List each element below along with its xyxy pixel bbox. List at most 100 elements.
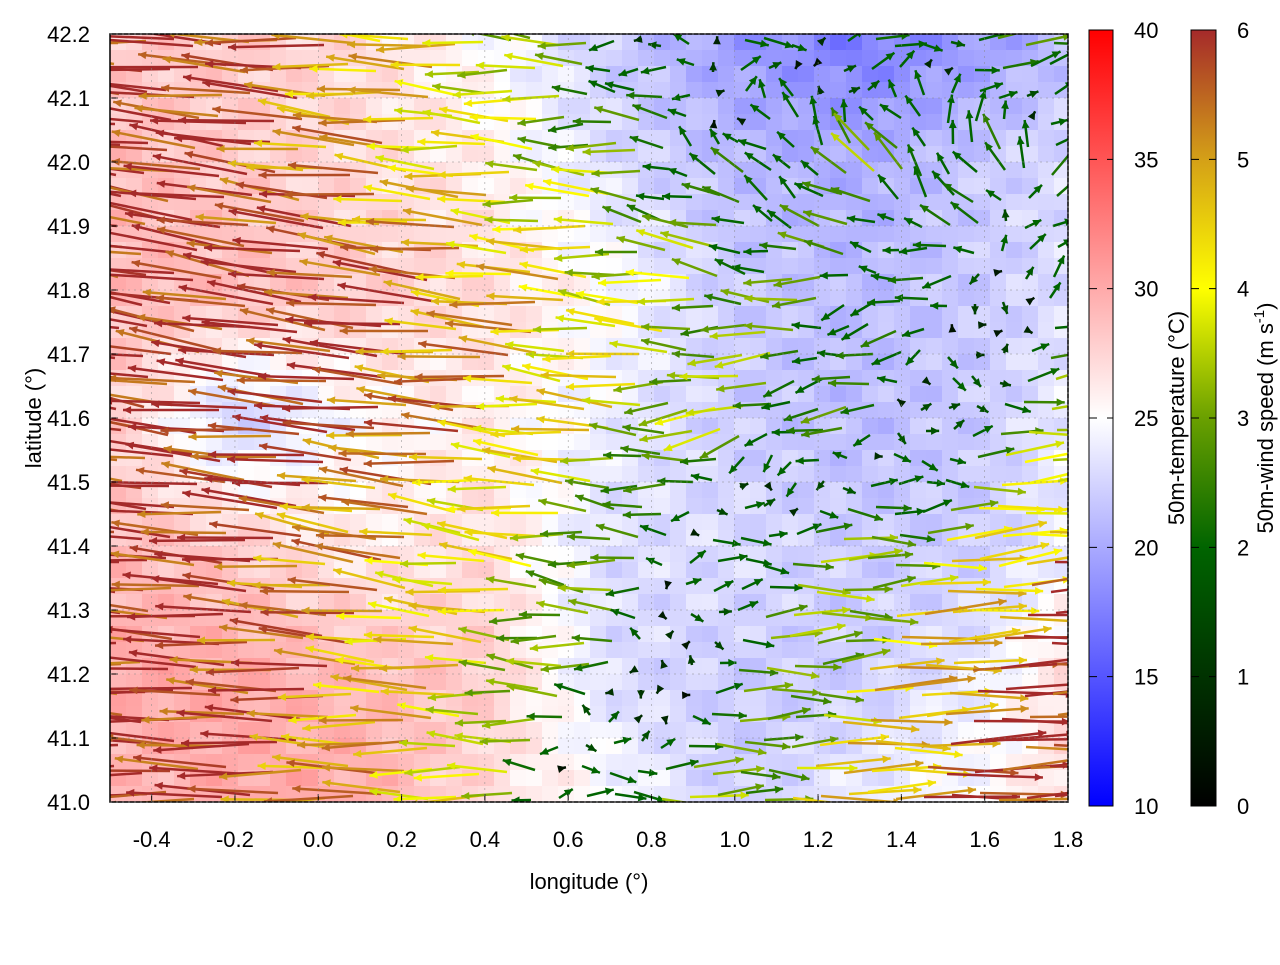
temperature-cell (174, 386, 191, 403)
temperature-cell (734, 514, 751, 531)
temperature-cell (638, 482, 655, 499)
temperature-cell (862, 658, 879, 675)
temperature-cell (702, 546, 719, 563)
temperature-cell (686, 786, 703, 803)
temperature-cell (526, 514, 543, 531)
temperature-cell (910, 34, 927, 51)
temperature-cell (590, 98, 607, 115)
temperature-cell (734, 370, 751, 387)
x-tick-label: 1.2 (803, 827, 834, 852)
temperature-cell (894, 306, 911, 323)
temperature-cell (686, 562, 703, 579)
temperature-cell (798, 258, 815, 275)
temperature-cell (558, 98, 575, 115)
temperature-cell (718, 274, 735, 291)
temperature-cell (366, 194, 383, 211)
temperature-cell (478, 82, 495, 99)
temperature-cell (318, 786, 335, 803)
temperature-cell (142, 354, 159, 371)
temperature-cell (398, 434, 415, 451)
temperature-cell (734, 210, 751, 227)
temperature-cell (126, 578, 143, 595)
temperature-cell (1038, 66, 1055, 83)
temperature-cell (606, 242, 623, 259)
temperature-cell (734, 418, 751, 435)
temperature-cell (302, 34, 319, 51)
temperature-cell (814, 354, 831, 371)
temperature-cell (526, 770, 543, 787)
temperature-cell (318, 450, 335, 467)
temperature-cell (926, 98, 943, 115)
temperature-cell (942, 338, 959, 355)
y-axis-label: latitude (°) (21, 368, 46, 469)
temperature-cell (798, 194, 815, 211)
temperature-cell (494, 562, 511, 579)
temperature-cell (110, 770, 127, 787)
temperature-cell (702, 194, 719, 211)
temperature-cell (718, 34, 735, 51)
y-tick-label: 41.5 (47, 470, 90, 495)
temperature-cell (222, 562, 239, 579)
temperature-cell (558, 722, 575, 739)
temperature-cell (1006, 258, 1023, 275)
temperature-cell (958, 674, 975, 691)
temperature-cell (718, 418, 735, 435)
temperature-cell (110, 562, 127, 579)
temperature-cell (990, 402, 1007, 419)
temperature-cell (974, 450, 991, 467)
temperature-cell (142, 594, 159, 611)
temperature-cell (846, 338, 863, 355)
temperature-cell (302, 146, 319, 163)
temperature-cell (142, 610, 159, 627)
temperature-cell (686, 386, 703, 403)
temperature-cell (974, 386, 991, 403)
temperature-cell (702, 626, 719, 643)
temperature-cell (670, 610, 687, 627)
temperature-cell (174, 610, 191, 627)
temperature-cell (462, 194, 479, 211)
temperature-cell (766, 242, 783, 259)
temperature-cell (990, 194, 1007, 211)
temperature-cell (494, 146, 511, 163)
temperature-cell (862, 690, 879, 707)
temperature-cell (382, 722, 399, 739)
temperature-cell (686, 338, 703, 355)
temperature-cell (1038, 482, 1055, 499)
temperature-cell (110, 642, 127, 659)
temperature-cell (638, 386, 655, 403)
temperature-cell (638, 610, 655, 627)
temperature-cell (510, 770, 527, 787)
temperature-cell (526, 530, 543, 547)
temperature-cell (414, 226, 431, 243)
temperature-cell (990, 322, 1007, 339)
temperature-cell (878, 66, 895, 83)
temperature-cell (766, 370, 783, 387)
temperature-cell (702, 530, 719, 547)
temperature-cell (750, 210, 767, 227)
temperature-cell (750, 690, 767, 707)
temperature-cell (846, 562, 863, 579)
temperature-cell (158, 722, 175, 739)
wind-arrow (18, 766, 114, 775)
temperature-cell (558, 738, 575, 755)
temperature-cell (638, 594, 655, 611)
temperature-cell (414, 530, 431, 547)
temperature-cell (590, 722, 607, 739)
temperature-cell (398, 306, 415, 323)
temperature-cell (478, 482, 495, 499)
temperature-cell (862, 322, 879, 339)
temperature-cell (702, 578, 719, 595)
temperature-cell (974, 482, 991, 499)
temperature-cell (638, 162, 655, 179)
temperature-cell (254, 114, 271, 131)
temperature-cell (990, 50, 1007, 67)
temperature-cell (958, 98, 975, 115)
temperature-cell (590, 434, 607, 451)
temperature-cell (1038, 402, 1055, 419)
temperature-cell (526, 194, 543, 211)
temperature-cell (942, 290, 959, 307)
temperature-cell (510, 722, 527, 739)
temperature-cell (958, 338, 975, 355)
temperature-cell (878, 306, 895, 323)
temperature-cell (942, 242, 959, 259)
